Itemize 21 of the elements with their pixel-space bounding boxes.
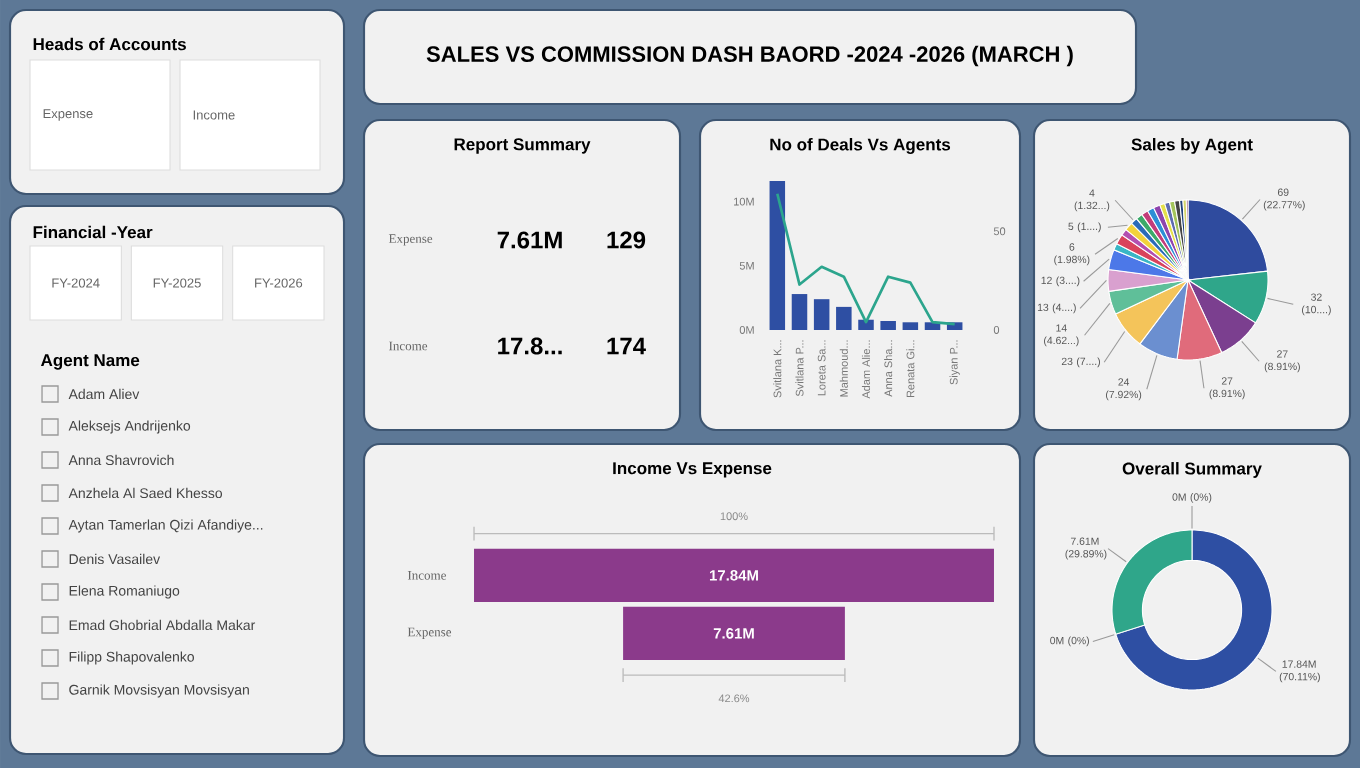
text: Heads of Accounts (33, 37, 186, 51)
text: Financial -Year (33, 225, 153, 239)
bar (836, 306, 852, 330)
bar (902, 322, 919, 330)
text: Income Vs Expense (613, 462, 772, 478)
text: Report Summary (454, 138, 591, 154)
text: 7.61M (497, 231, 562, 249)
bar (813, 299, 830, 330)
text: 129 (607, 231, 646, 249)
bar (791, 294, 808, 330)
bar (769, 181, 786, 330)
bar (858, 319, 874, 330)
text: 174 (607, 337, 646, 355)
line-series (775, 192, 957, 326)
text: Agent Name (40, 354, 140, 370)
chart-title: Sales by Agent (1131, 138, 1253, 154)
bar (880, 321, 896, 330)
text: SALES VS COMMISSION DASH BAORD -2024 -2026 (MARCH ) (426, 45, 1073, 67)
text: 17.8... (498, 337, 562, 355)
chart-title: Overall Summary (1122, 462, 1262, 478)
chart-title: No of Deals Vs Agents (770, 138, 951, 154)
